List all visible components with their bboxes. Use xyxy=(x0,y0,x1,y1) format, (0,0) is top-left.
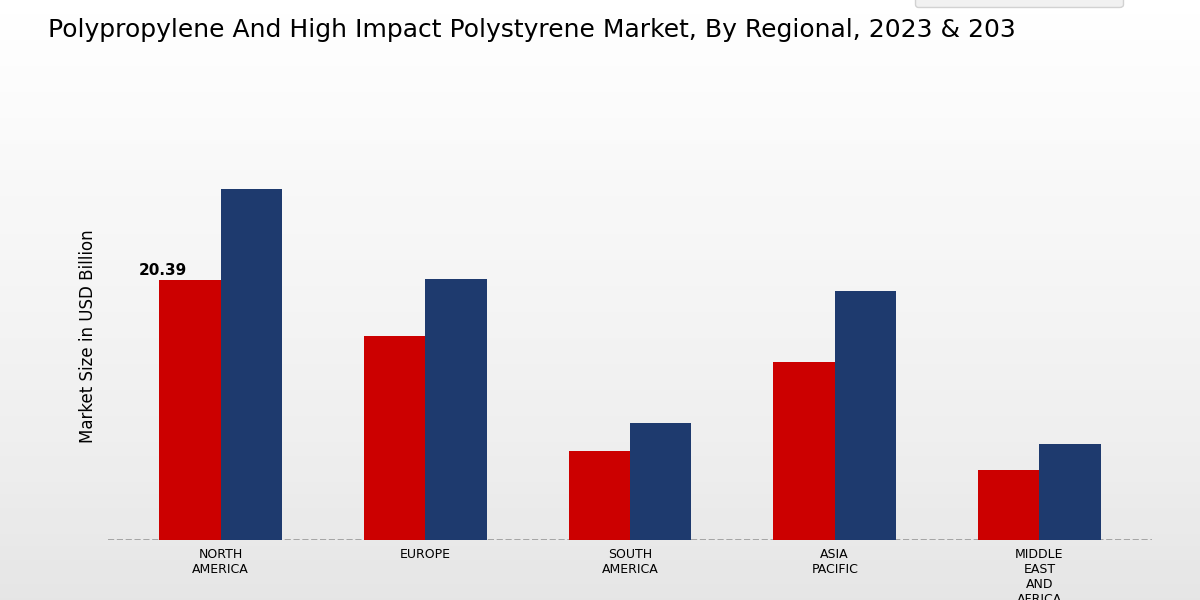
Bar xyxy=(630,422,691,540)
Bar xyxy=(221,190,282,540)
Bar xyxy=(364,336,425,540)
Bar xyxy=(1039,445,1100,540)
Text: 20.39: 20.39 xyxy=(139,263,187,278)
Bar xyxy=(835,292,896,540)
Legend: 2023, 2032: 2023, 2032 xyxy=(914,0,1123,7)
Y-axis label: Market Size in USD Billion: Market Size in USD Billion xyxy=(79,229,97,443)
Bar xyxy=(160,280,221,540)
Bar xyxy=(425,278,487,540)
Text: Polypropylene And High Impact Polystyrene Market, By Regional, 2023 & 203: Polypropylene And High Impact Polystyren… xyxy=(48,18,1015,42)
Bar xyxy=(773,361,835,540)
Bar xyxy=(978,470,1039,540)
Bar xyxy=(569,451,630,540)
